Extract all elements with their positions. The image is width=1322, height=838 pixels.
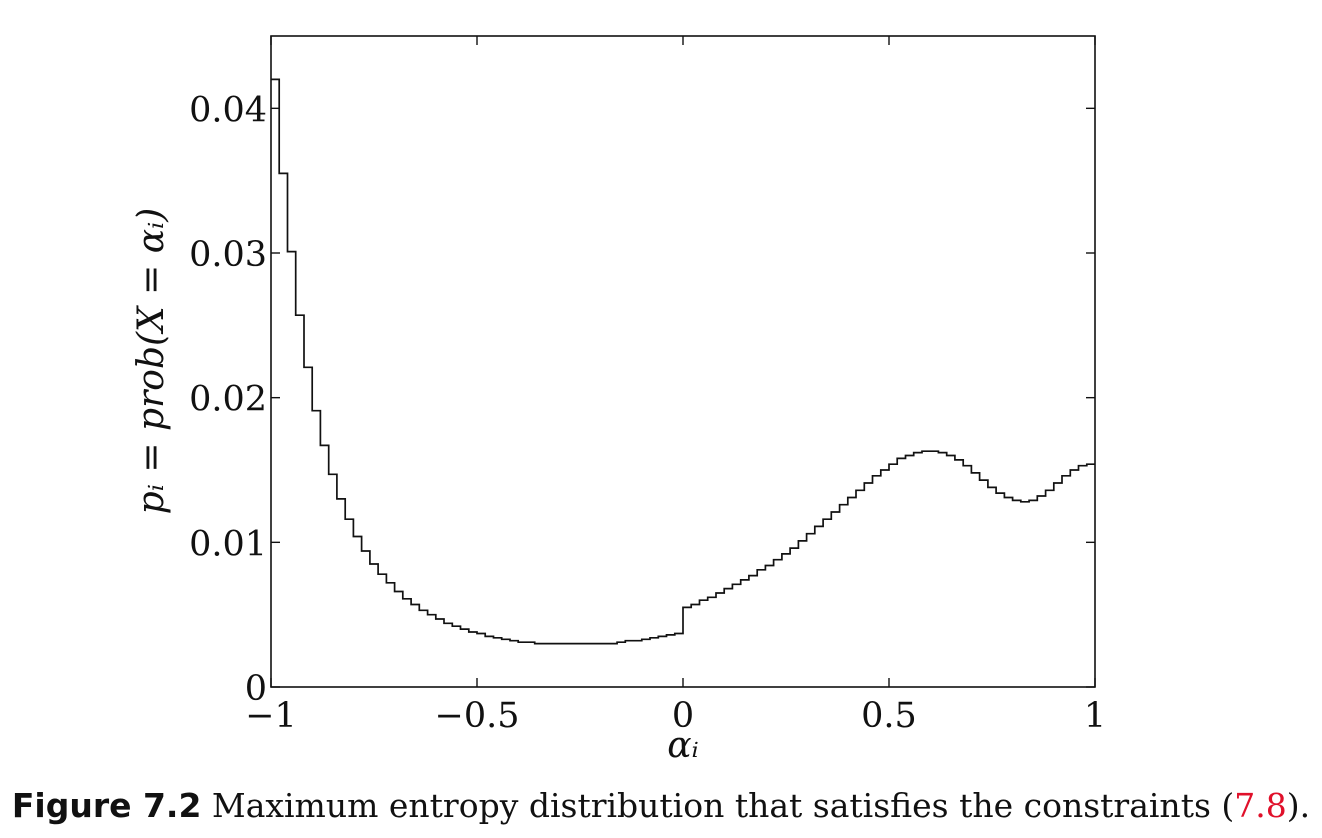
y-tick-label: 0.03 [189, 235, 267, 275]
x-tick-label: −0.5 [435, 696, 520, 736]
x-tick-label: 0 [672, 696, 694, 736]
y-tick-label: 0.01 [189, 524, 267, 564]
y-tick-label: 0.04 [189, 90, 267, 130]
caption-suffix: ). [1286, 786, 1311, 825]
y-axis-label: pᵢ = prob(X = αᵢ) [131, 208, 172, 515]
y-tick-label: 0 [245, 669, 267, 709]
x-tick-label: −1 [245, 696, 297, 736]
x-tick-label: 1 [1084, 696, 1106, 736]
equation-reference-link[interactable]: 7.8 [1234, 786, 1287, 825]
x-tick-label: 0.5 [861, 696, 917, 736]
y-tick-labels: 0 0.01 0.02 0.03 0.04 [189, 90, 267, 709]
x-axis-label: αᵢ [667, 725, 699, 766]
figure-caption: Figure 7.2 Maximum entropy distribution … [0, 786, 1322, 825]
caption-text: Maximum entropy distribution that satisf… [201, 786, 1235, 825]
series-line [271, 78, 1095, 645]
figure-label: Figure 7.2 [11, 786, 202, 825]
ticks [270, 36, 1096, 688]
x-tick-labels: −1 −0.5 0 0.5 1 [245, 696, 1106, 736]
y-tick-label: 0.02 [189, 380, 267, 420]
